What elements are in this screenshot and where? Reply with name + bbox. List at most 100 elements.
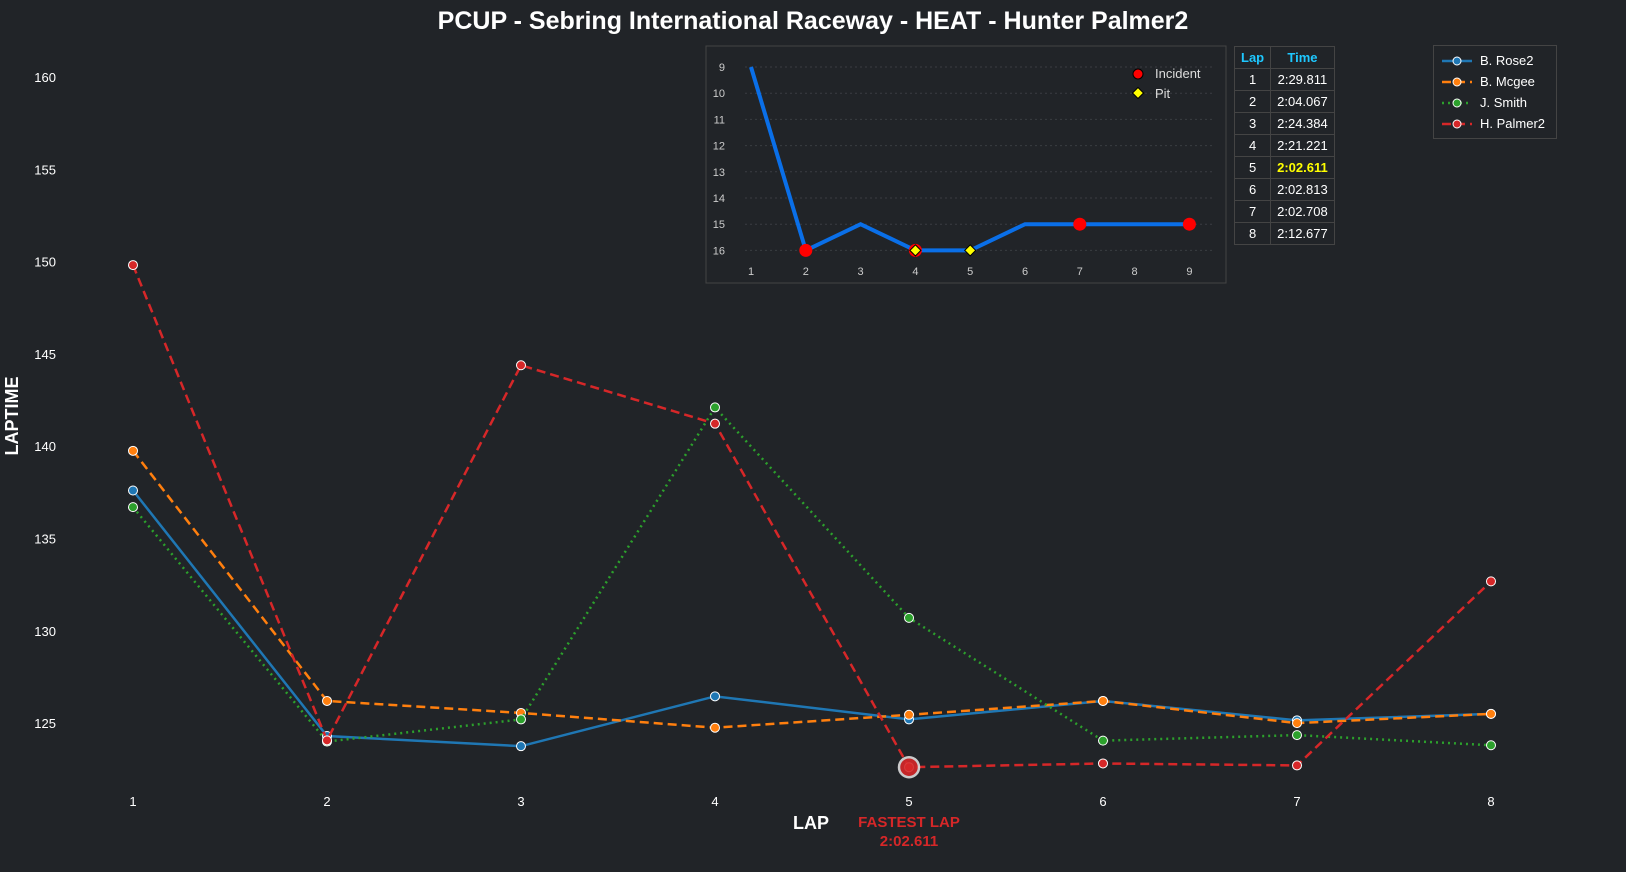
data-point [128,260,138,271]
y-tick-label: 145 [34,347,56,362]
y-tick-label: 155 [34,162,56,177]
table-header-time: Time [1270,46,1335,69]
inset-y-tick: 9 [719,62,725,74]
data-point [128,445,138,456]
lap-number-cell: 1 [1233,68,1272,91]
data-point [1486,576,1496,587]
pit-legend-label: Pit [1155,86,1171,101]
series-line-1 [132,450,1492,729]
y-tick-label: 135 [34,532,56,547]
x-axis-label: LAP [793,813,829,833]
fastest-lap-label: FASTEST LAP [858,814,960,831]
inset-y-tick: 13 [713,167,725,179]
data-point [904,709,914,720]
incident-marker [799,243,813,257]
fastest-lap-time: 2:02.611 [880,833,938,850]
data-point [1098,758,1108,769]
data-point [1098,735,1108,746]
legend-item: B. Rose2 [1434,50,1556,71]
table-row: 7 2:02.708 [1233,200,1335,223]
y-tick-label: 130 [34,624,56,639]
data-point [516,741,526,752]
lap-number-cell: 4 [1233,134,1272,157]
inset-x-tick: 6 [1022,266,1028,278]
data-point [710,418,720,429]
lap-time-cell: 2:21.221 [1270,134,1335,157]
inset-x-tick: 8 [1132,266,1138,278]
data-point [1292,730,1302,741]
x-tick-label: 7 [1293,794,1300,809]
inset-x-tick: 4 [912,266,918,278]
legend-label: H. Palmer2 [1480,116,1546,131]
data-point [128,502,138,513]
lap-time-cell: 2:12.677 [1270,222,1335,245]
data-point [1098,695,1108,706]
inset-y-tick: 10 [713,88,725,100]
table-header-lap: Lap [1233,46,1272,69]
inset-y-tick: 16 [713,245,725,257]
incident-marker [1182,217,1196,231]
y-axis-label: LAPTIME [2,377,22,456]
series-line-0 [132,489,1492,748]
inset-x-tick: 9 [1186,266,1192,278]
table-row: 4 2:21.221 [1233,134,1335,157]
lap-time-cell: 2:02.708 [1270,200,1335,223]
pit-marker [909,244,922,257]
legend: B. Rose2 B. Mcgee J. Smith H. Palmer2 [1433,45,1557,139]
legend-item: B. Mcgee [1434,71,1556,92]
inset-y-tick: 14 [713,193,725,205]
legend-item: H. Palmer2 [1434,113,1556,134]
x-tick-label: 1 [129,794,136,809]
lap-time-cell: 2:04.067 [1270,90,1335,113]
inset-x-tick: 5 [967,266,973,278]
legend-item: J. Smith [1434,92,1556,113]
data-point [1292,718,1302,729]
pit-marker [1131,86,1145,100]
inset-frame [705,45,1227,284]
lap-number-cell: 8 [1233,222,1272,245]
table-row: 2 2:04.067 [1233,90,1335,113]
inset-x-tick: 7 [1077,266,1083,278]
data-point [516,360,526,371]
data-point [322,695,332,706]
incident-marker [1073,217,1087,231]
lap-time-cell: 2:02.813 [1270,178,1335,201]
x-tick-label: 5 [905,794,912,809]
table-row: 3 2:24.384 [1233,112,1335,135]
series-line-3 [131,264,1492,769]
lap-number-cell: 7 [1233,200,1272,223]
y-tick-label: 140 [34,439,56,454]
fastest-lap-marker [897,755,921,779]
legend-swatch [1442,77,1472,86]
lap-number-cell: 2 [1233,90,1272,113]
data-point [1486,708,1496,719]
data-point [128,485,138,496]
data-point [516,714,526,725]
x-tick-label: 8 [1487,794,1494,809]
lap-time-cell: 2:24.384 [1270,112,1335,135]
table-row: 6 2:02.813 [1233,178,1335,201]
inset-y-tick: 11 [714,114,725,126]
legend-swatch [1442,56,1472,65]
inset-x-tick: 2 [803,266,809,278]
incident-legend-label: Incident [1155,66,1201,81]
legend-swatch [1442,98,1472,107]
inset-x-tick: 1 [748,266,754,278]
lap-time-cell: 2:02.611 [1270,156,1335,179]
y-tick-label: 150 [34,255,56,270]
legend-label: B. Mcgee [1480,74,1535,89]
data-point [904,612,914,623]
laptime-table: Lap Time 1 2:29.811 2 2:04.067 3 2:24.384 4 2:21.… [1233,46,1335,245]
incident-legend-icon [1132,68,1144,80]
lap-time-cell: 2:29.811 [1270,68,1335,91]
x-tick-label: 6 [1099,794,1106,809]
inset-y-tick: 15 [713,219,725,231]
x-tick-label: 4 [711,794,718,809]
data-point [710,722,720,733]
pit-marker [963,244,977,257]
lap-number-cell: 6 [1233,178,1272,201]
table-row: 1 2:29.811 [1233,68,1335,91]
table-row: 5 2:02.611 [1233,156,1335,179]
inset-y-tick: 12 [713,141,725,153]
legend-label: J. Smith [1480,95,1527,110]
